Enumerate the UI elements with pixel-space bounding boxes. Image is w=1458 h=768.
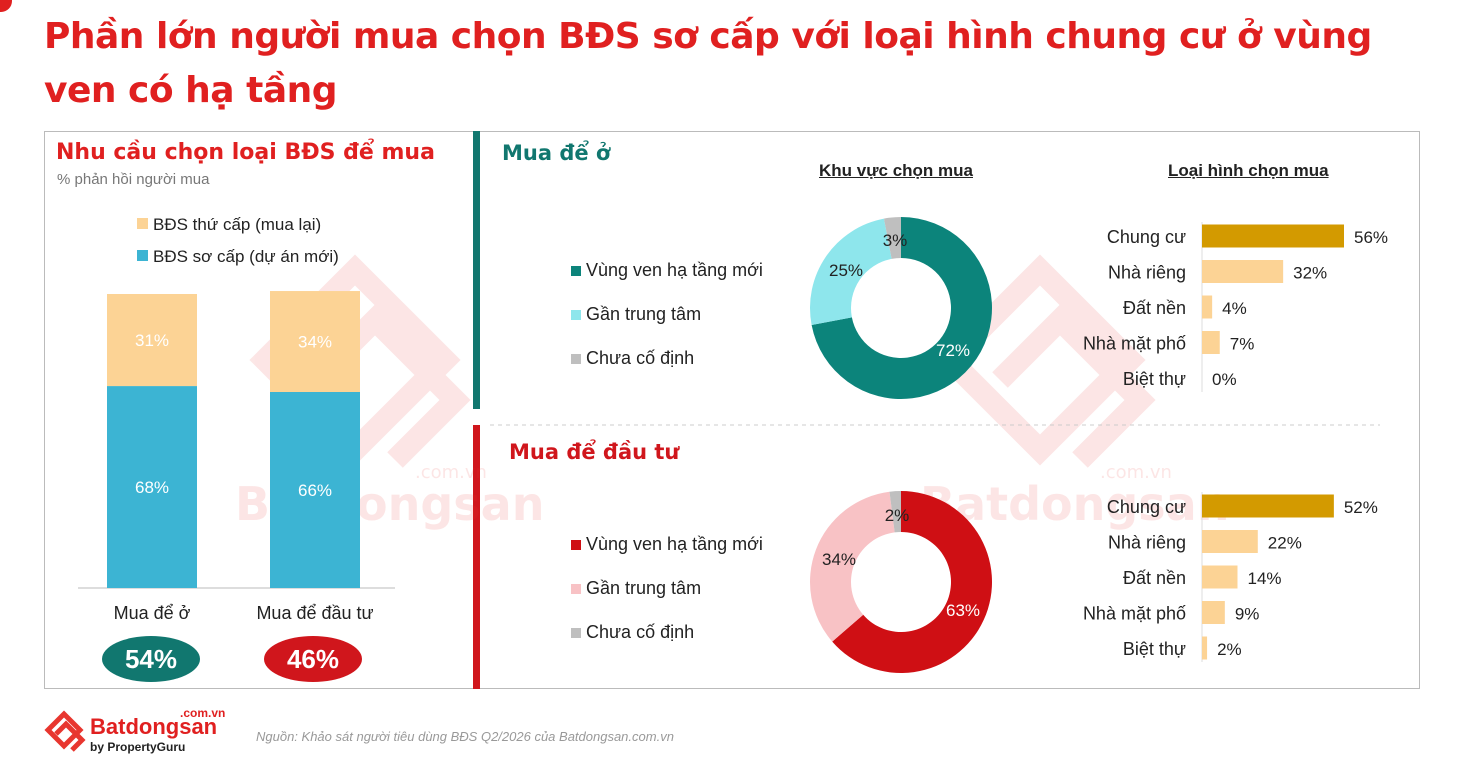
invest-type-bar <box>1202 636 1208 660</box>
invest-type-bar <box>1202 601 1225 624</box>
invest-legend-swatch <box>571 584 581 594</box>
invest-type-category-label: Biệt thự <box>1123 639 1186 659</box>
section-label-home: Mua để ở <box>502 141 611 165</box>
invest-type-value-label: 9% <box>1235 605 1260 624</box>
section-bar-home <box>473 131 480 409</box>
logo-sub: by PropertyGuru <box>90 740 186 754</box>
home-donut-label: 72% <box>936 341 970 360</box>
stacked-bar-primary <box>270 392 360 588</box>
watermark-domain: .com.vn <box>415 462 487 483</box>
home-type-category-label: Chung cư <box>1107 227 1186 247</box>
section-label-invest: Mua để đầu tư <box>509 440 680 464</box>
watermark-logo-icon <box>934 254 1146 466</box>
stacked-bar-secondary <box>270 291 360 392</box>
invest-type-value-label: 2% <box>1217 640 1242 659</box>
chart-frame <box>44 131 1420 689</box>
stacked-category-label: Mua để ở <box>114 603 191 623</box>
stacked-bar-label: 68% <box>135 478 169 497</box>
invest-legend-label: Gần trung tâm <box>586 578 701 598</box>
home-type-value-label: 4% <box>1222 299 1247 318</box>
col-header-type: Loại hình chọn mua <box>1168 161 1329 180</box>
stacked-bar-label: 31% <box>135 331 169 350</box>
home-type-value-label: 56% <box>1354 228 1388 247</box>
invest-type-category-label: Nhà mặt phố <box>1083 604 1186 624</box>
invest-donut-slice <box>832 491 992 673</box>
invest-donut-label: 63% <box>946 601 980 620</box>
invest-donut-slice <box>889 491 901 533</box>
invest-donut-label: 34% <box>822 550 856 569</box>
home-type-value-label: 7% <box>1230 335 1255 354</box>
section-bar-invest <box>473 425 480 689</box>
home-type-category-label: Nhà riêng <box>1108 263 1186 283</box>
invest-type-category-label: Nhà riêng <box>1108 533 1186 553</box>
legend-swatch-primary <box>137 250 148 261</box>
watermark-domain: .com.vn <box>1100 462 1172 483</box>
invest-legend-label: Vùng ven hạ tầng mới <box>586 534 763 554</box>
page-title: Phần lớn người mua chọn BĐS sơ cấp với l… <box>44 16 1372 111</box>
logo-domain: .com.vn <box>180 706 226 720</box>
home-type-category-label: Đất nền <box>1123 298 1186 318</box>
invest-type-value-label: 52% <box>1344 498 1378 517</box>
badge-invest: 46% <box>264 636 362 682</box>
invest-donut-label: 2% <box>885 506 910 525</box>
home-legend-swatch <box>571 310 581 320</box>
stacked-bar-primary <box>107 386 197 588</box>
home-legend-swatch <box>571 354 581 364</box>
home-type-category-label: Nhà mặt phố <box>1083 334 1186 354</box>
invest-type-bar <box>1202 530 1258 553</box>
home-donut-slice <box>810 218 892 326</box>
invest-legend-label: Chưa cố định <box>586 622 694 642</box>
home-donut-slice <box>883 217 901 259</box>
invest-legend-swatch <box>571 540 581 550</box>
logo-name: Batdongsan <box>90 714 218 739</box>
watermark-logo-icon <box>992 304 1156 468</box>
footer-logo: .com.vn Batdongsan by PropertyGuru <box>44 706 244 756</box>
legend-label-primary: BĐS sơ cấp (dự án mới) <box>153 247 339 266</box>
home-type-bar <box>1202 331 1220 354</box>
home-type-bar <box>1202 224 1344 248</box>
invest-type-category-label: Chung cư <box>1107 497 1186 517</box>
invest-type-value-label: 22% <box>1268 534 1302 553</box>
home-donut-label: 3% <box>883 231 908 250</box>
invest-legend-swatch <box>571 628 581 638</box>
home-type-bar <box>1202 260 1284 283</box>
home-legend-label: Vùng ven hạ tầng mới <box>586 260 763 280</box>
home-legend-label: Gần trung tâm <box>586 304 701 324</box>
stacked-category-label: Mua để đầu tư <box>256 603 373 623</box>
legend-label-secondary: BĐS thứ cấp (mua lại) <box>153 215 321 234</box>
stacked-bar-label: 66% <box>298 481 332 500</box>
watermark-right: Batdongsan.com.vn <box>920 254 1229 531</box>
home-type-category-label: Biệt thự <box>1123 369 1186 389</box>
home-donut-slice <box>811 217 993 399</box>
invest-type-bar <box>1202 565 1238 589</box>
home-type-value-label: 32% <box>1293 264 1327 283</box>
home-legend-swatch <box>571 266 581 276</box>
home-type-value-label: 0% <box>1212 370 1237 389</box>
source-note: Nguồn: Khảo sát người tiêu dùng BĐS Q2/2… <box>256 729 674 744</box>
badge-home: 54% <box>102 636 200 682</box>
invest-type-category-label: Đất nền <box>1123 568 1186 588</box>
stacked-bar-label: 34% <box>298 333 332 352</box>
invest-type-value-label: 14% <box>1248 569 1282 588</box>
stacked-bar-secondary <box>107 294 197 387</box>
home-type-bar <box>1202 295 1213 319</box>
col-header-area: Khu vực chọn mua <box>819 161 973 180</box>
home-legend-label: Chưa cố định <box>586 348 694 368</box>
legend-swatch-secondary <box>137 218 148 229</box>
watermark-text: Batdongsan <box>920 477 1229 531</box>
house-logo-icon <box>44 710 86 752</box>
home-donut-label: 25% <box>829 261 863 280</box>
left-panel-heading: Nhu cầu chọn loại BĐS để mua <box>56 140 435 165</box>
invest-type-bar <box>1202 494 1334 518</box>
invest-donut-slice <box>810 491 895 642</box>
left-panel-subheading: % phản hồi người mua <box>57 171 210 188</box>
